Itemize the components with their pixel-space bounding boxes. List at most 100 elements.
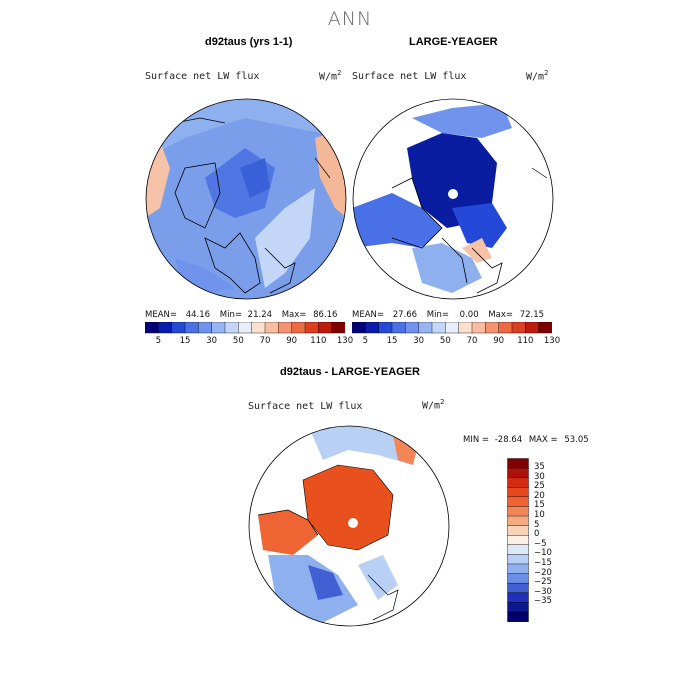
panel1-colorbar-swatch [238, 322, 253, 334]
panel1-colorbar-swatch [198, 322, 213, 334]
panel2-colorbar-swatch [378, 322, 393, 334]
panel3-colorbar-tick-label: 10 [534, 510, 545, 521]
panel3-variable-label: Surface net LW flux [248, 401, 363, 412]
panel1-colorbar-swatch [251, 322, 266, 334]
panel1-colorbar-swatch [331, 322, 345, 334]
panel3-colorbar-tick-label: −15 [534, 557, 552, 568]
panel3-colorbar-tick-label: −20 [534, 567, 552, 578]
panel2-coastline [391, 177, 443, 249]
panel1-colorbar-swatch [171, 322, 186, 334]
panel2-colorbar-swatch [445, 322, 460, 334]
panel2-map-border [352, 98, 554, 300]
panel2-region [452, 203, 507, 248]
panel3-colorbar-tick-label: 20 [534, 490, 545, 501]
panel3-colorbar-tick-label: −25 [534, 577, 552, 588]
panel2-colorbar-swatch [538, 322, 552, 334]
panel2-max-label: Max= [488, 310, 514, 320]
panel1-region [240, 158, 270, 198]
panel2-colorbar-swatch [511, 322, 526, 334]
panel3-colorbar-swatch [507, 467, 529, 479]
panel3-max-value: 53.05 [564, 435, 589, 445]
panel1-min-value: 21.24 [247, 310, 273, 320]
panel3-units: W/m2 [422, 398, 444, 411]
panel2-region [412, 103, 512, 138]
panel3-colorbar-swatch [507, 535, 529, 546]
panel3-min-value: -28.64 [494, 435, 523, 445]
panel1-title: d92taus (yrs 1-1) [205, 36, 293, 48]
panel3-region [308, 426, 413, 465]
panel3-min-label: MIN = [463, 435, 490, 445]
panel2-colorbar-ticks: 5 15 30 50 70 90 110 130 [352, 336, 561, 348]
panel3-colorbar [507, 458, 529, 622]
panel2-max-value: 72.15 [519, 310, 545, 320]
panel3-region [308, 565, 343, 600]
panel1-units: W/m2 [319, 69, 341, 82]
panel1-max-label: Max= [281, 310, 307, 320]
panel3-colorbar-swatch [507, 592, 529, 603]
panel2-sea-ice-region [407, 133, 497, 228]
panel3-colorbar-tick-label: 5 [534, 519, 540, 530]
figure-title: ANN [327, 8, 373, 30]
panel2-colorbar-swatch [525, 322, 540, 334]
panel2-warm-region [462, 238, 492, 263]
panel1-colorbar-swatch [211, 322, 226, 334]
panel2-colorbar-swatch [485, 322, 500, 334]
panel1-colorbar-tick-label: 50 [232, 336, 244, 346]
panel3-colorbar-ticks: 35 30 25 20 15 10 5 0 −5 −10 −15 −20 −25 −30 −35 [534, 458, 574, 622]
panel3-colorbar-tick-label: 15 [534, 500, 545, 511]
panel3-colorbar-swatch [507, 506, 529, 517]
panel3-title: d92taus - LARGE-YEAGER [280, 366, 420, 378]
panel1-colorbar [145, 322, 345, 334]
panel2-colorbar-swatch [431, 322, 446, 334]
panel2-colorbar [352, 322, 552, 334]
panel3-colorbar-swatch [507, 525, 529, 536]
panel3-colorbar-tick-label: −35 [534, 596, 552, 607]
panel3-max-label: MAX = [528, 435, 558, 445]
panel2-title: LARGE-YEAGER [409, 36, 498, 48]
panel3-colorbar-tick-label: −10 [534, 548, 552, 559]
panel2-colorbar-tick-label: 110 [517, 336, 534, 346]
panel1-colorbar-swatch [291, 322, 306, 334]
panel2-colorbar-swatch [418, 322, 433, 334]
panel3-sea-ice-region [303, 465, 393, 550]
panel2-colorbar-tick-label: 5 [362, 336, 369, 346]
panel3-colorbar-tick-label: 35 [534, 462, 545, 473]
panel3-colorbar-swatch [507, 458, 529, 469]
panel2-pole-hole [448, 189, 458, 199]
panel2-region [353, 193, 442, 248]
panel2-stats: MEAN= 27.66 Min= 0.00 Max= 72.15 [352, 310, 544, 320]
panel2-polar-map [352, 98, 554, 300]
panel1-colorbar-swatch [264, 322, 279, 334]
panel3-colorbar-swatch [507, 544, 529, 555]
panel3-colorbar-tick-label: 0 [534, 529, 540, 540]
panel2-coastline [441, 237, 503, 294]
panel2-colorbar-swatch [365, 322, 380, 334]
panel3-colorbar-tick-label: 25 [534, 481, 545, 492]
panel2-mean-value: 27.66 [392, 310, 418, 320]
panel3-colorbar-tick-label: −30 [534, 586, 552, 597]
panel2-colorbar-swatch [352, 322, 366, 334]
panel3-colorbar-swatch [507, 602, 529, 613]
panel2-colorbar-swatch [498, 322, 513, 334]
panel1-mean-label: MEAN= [145, 310, 177, 320]
panel1-colorbar-ticks: 5 15 30 50 70 90 110 130 [145, 336, 354, 348]
panel3-map-border [248, 425, 450, 627]
panel1-region [255, 188, 315, 288]
panel1-colorbar-tick-label: 130 [336, 336, 354, 346]
panel3-colorbar-swatch [507, 563, 529, 574]
panel2-region [412, 243, 482, 293]
panel2-units-exp: 2 [544, 69, 549, 77]
panel2-mean-label: MEAN= [352, 310, 384, 320]
panel3-region [258, 510, 318, 555]
panel2-colorbar-tick-label: 30 [413, 336, 425, 346]
panel1-colorbar-tick-label: 110 [310, 336, 327, 346]
panel3-colorbar-tick-label: −5 [534, 538, 547, 549]
panel3-colorbar-swatch [507, 477, 529, 488]
panel1-colorbar-swatch [184, 322, 199, 334]
panel1-stats: MEAN= 44.16 Min= 21.24 Max= 86.16 [145, 310, 337, 320]
panel3-coastline [302, 464, 394, 551]
panel1-colorbar-swatch [145, 322, 159, 334]
panel2-variable-label: Surface net LW flux [352, 71, 467, 82]
panel3-pole-hole [348, 518, 358, 528]
panel1-units-exp: 2 [337, 69, 342, 77]
